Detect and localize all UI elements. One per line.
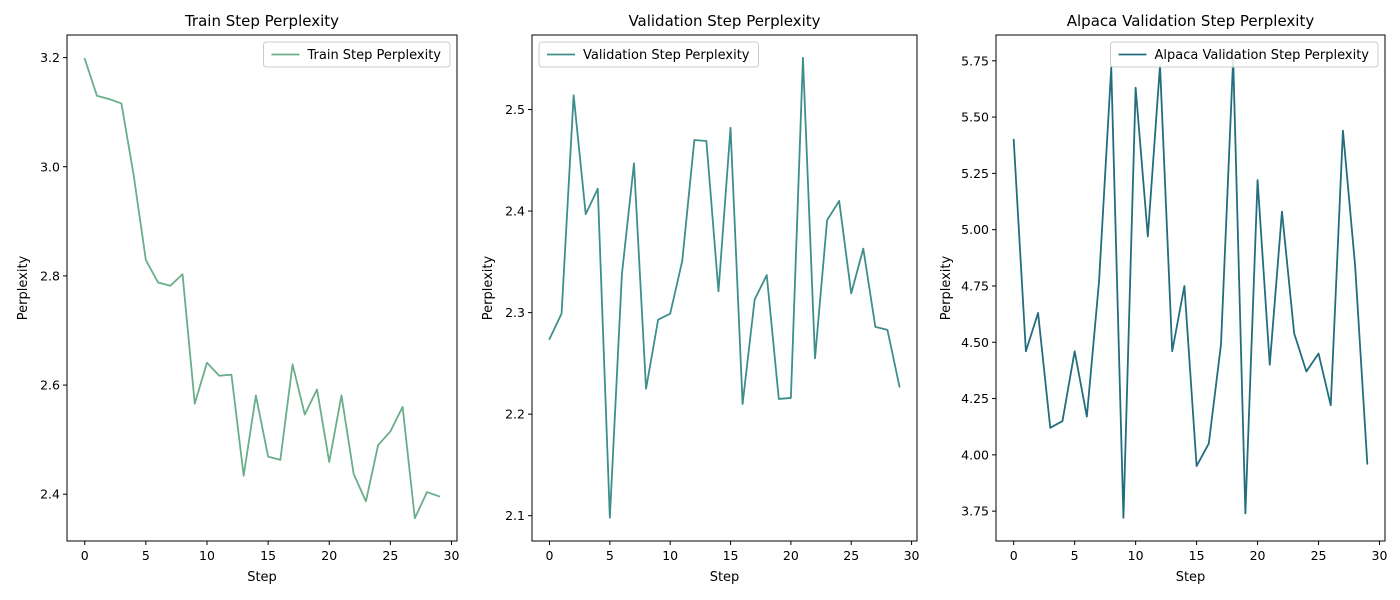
y-tick-label: 5.25	[961, 166, 989, 181]
legend: Alpaca Validation Step Perplexity	[1110, 41, 1379, 68]
y-tick-label: 2.8	[40, 268, 60, 283]
x-tick-label: 25	[1311, 548, 1327, 563]
x-tick-label: 10	[199, 548, 215, 563]
y-axis-label: Perplexity	[481, 255, 496, 320]
y-tick-label: 5.00	[961, 222, 989, 237]
x-tick-label: 30	[444, 548, 460, 563]
x-axis-label: Step	[247, 570, 277, 585]
legend-label: Train Step Perplexity	[306, 48, 441, 63]
y-tick-label: 4.25	[961, 391, 989, 406]
x-tick-label: 20	[1250, 548, 1266, 563]
y-tick-label: 5.75	[961, 53, 989, 68]
x-axis-label: Step	[1176, 570, 1206, 585]
series-line	[1012, 57, 1369, 519]
plot-frame	[66, 34, 458, 542]
y-tick-label: 3.75	[961, 504, 989, 519]
x-tick-label: 20	[321, 548, 337, 563]
y-tick-label: 2.2	[505, 407, 525, 422]
y-tick-label: 3.2	[40, 50, 60, 65]
x-tick-label: 0	[81, 548, 89, 563]
x-tick-label: 15	[1189, 548, 1205, 563]
x-tick-label: 5	[1071, 548, 1079, 563]
x-tick-label: 0	[1010, 548, 1018, 563]
y-tick-label: 4.00	[961, 447, 989, 462]
y-axis-label: Perplexity	[939, 255, 954, 320]
legend: Validation Step Perplexity	[538, 41, 760, 68]
chart-title: Validation Step Perplexity	[628, 12, 820, 30]
x-tick-label: 15	[260, 548, 276, 563]
y-tick-label: 2.3	[505, 305, 525, 320]
y-tick-label: 5.50	[961, 110, 989, 125]
y-tick-label: 2.6	[40, 378, 60, 393]
chart-panel-1: Train Step Perplexity 0 5 10 15 20 25 30 2.4 2.6 2…	[16, 12, 459, 585]
y-tick-label: 2.4	[40, 487, 60, 502]
plot-frame	[531, 34, 918, 542]
x-axis-label: Step	[710, 570, 740, 585]
y-tick-label: 2.4	[505, 204, 525, 219]
y-tick-label: 4.50	[961, 335, 989, 350]
x-tick-label: 25	[843, 548, 859, 563]
chart-panel-3: Alpaca Validation Step Perplexity 0 5 10 15 2…	[939, 12, 1388, 585]
legend-box	[262, 41, 451, 68]
x-tick-label: 20	[783, 548, 799, 563]
x-tick-label: 25	[382, 548, 398, 563]
legend-label: Alpaca Validation Step Perplexity	[1155, 48, 1370, 63]
legend: Train Step Perplexity	[262, 41, 451, 68]
chart-panel-2: Validation Step Perplexity 0 5 10 15 20 25 30 2.…	[481, 12, 920, 585]
legend-label: Validation Step Perplexity	[583, 48, 750, 63]
y-tick-label: 3.0	[40, 159, 60, 174]
x-tick-label: 10	[1128, 548, 1144, 563]
x-tick-label: 15	[723, 548, 739, 563]
chart-title: Alpaca Validation Step Perplexity	[1067, 12, 1315, 30]
x-tick-label: 30	[904, 548, 920, 563]
y-tick-label: 2.1	[505, 508, 525, 523]
x-tick-label: 0	[546, 548, 554, 563]
series-line	[83, 57, 441, 520]
y-axis-label: Perplexity	[16, 255, 31, 320]
y-tick-label: 4.75	[961, 278, 989, 293]
x-tick-label: 30	[1372, 548, 1388, 563]
y-tick-label: 2.5	[505, 102, 525, 117]
x-tick-label: 10	[662, 548, 678, 563]
chart-title: Train Step Perplexity	[184, 12, 339, 30]
plot-frame	[995, 34, 1386, 542]
x-tick-label: 5	[606, 548, 614, 563]
x-tick-label: 5	[142, 548, 150, 563]
legend-box	[1110, 41, 1379, 68]
legend-box	[538, 41, 760, 68]
series-line	[548, 56, 901, 519]
